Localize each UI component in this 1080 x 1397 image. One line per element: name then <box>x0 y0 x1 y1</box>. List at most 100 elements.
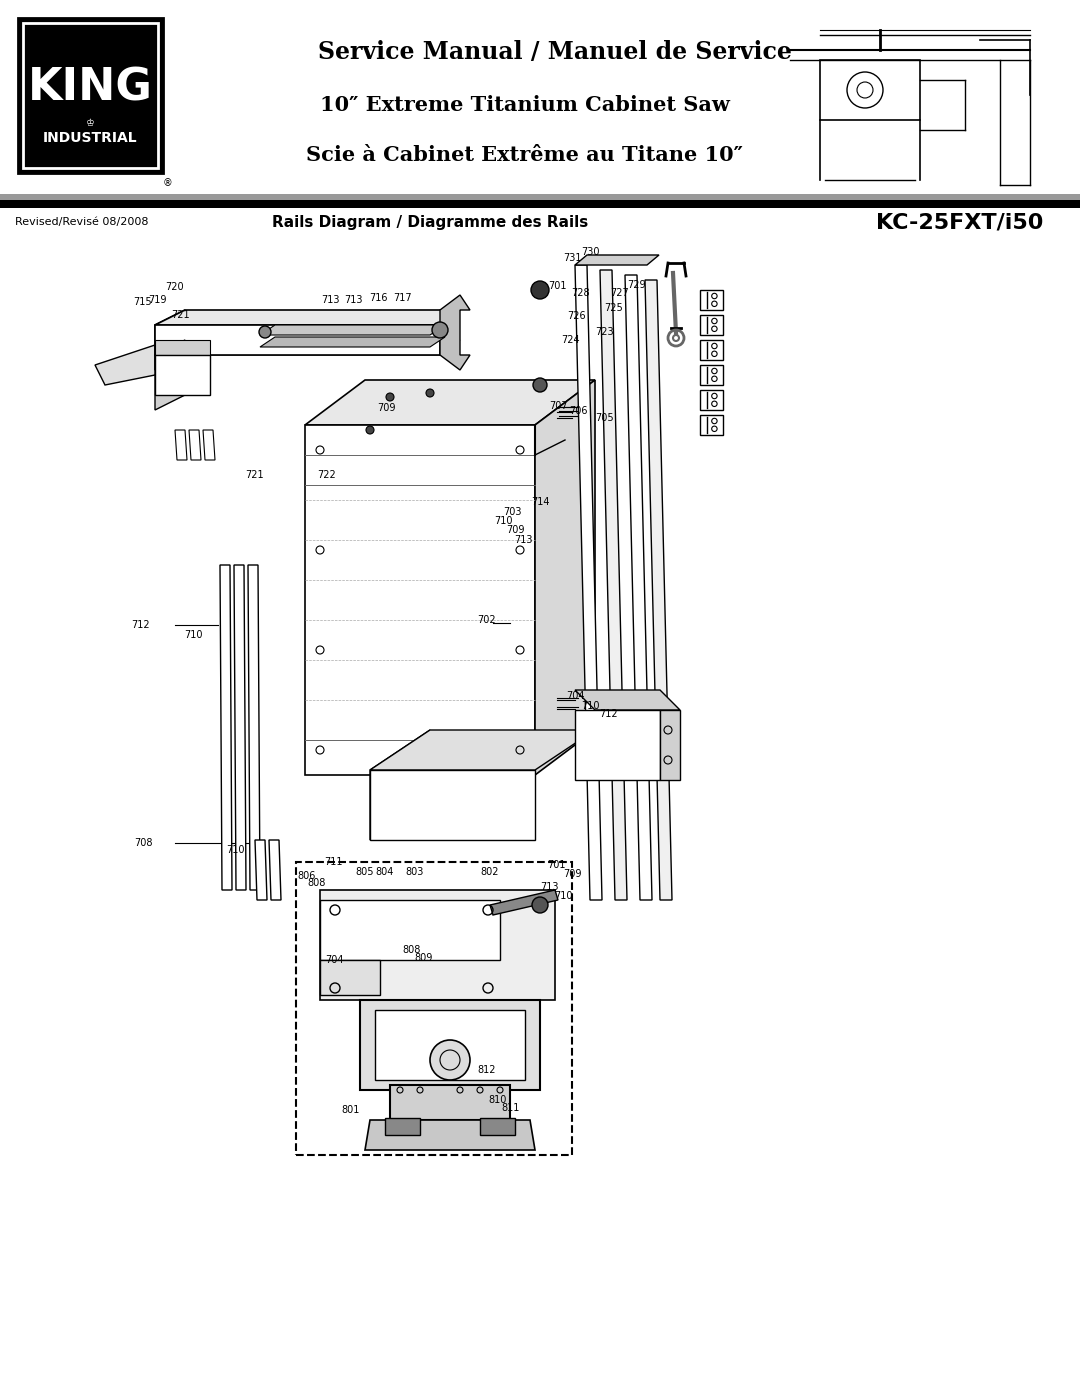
Circle shape <box>259 326 271 338</box>
Polygon shape <box>660 710 680 780</box>
Polygon shape <box>156 326 440 355</box>
Text: 712: 712 <box>598 710 618 719</box>
Polygon shape <box>156 339 185 409</box>
Polygon shape <box>384 1118 420 1134</box>
Polygon shape <box>490 890 558 915</box>
Bar <box>820 60 920 120</box>
Polygon shape <box>203 430 215 460</box>
Text: Revised/Revisé 08/2008: Revised/Revisé 08/2008 <box>15 217 149 226</box>
Circle shape <box>366 426 374 434</box>
Circle shape <box>534 379 546 393</box>
Polygon shape <box>370 770 535 840</box>
Text: 701: 701 <box>546 861 565 870</box>
Text: 808: 808 <box>403 944 421 956</box>
Text: 805: 805 <box>355 868 375 877</box>
Polygon shape <box>156 339 460 355</box>
Text: 709: 709 <box>505 525 524 535</box>
Bar <box>0 200 1080 208</box>
Text: 716: 716 <box>368 293 388 303</box>
Text: 725: 725 <box>605 303 623 313</box>
Bar <box>0 194 1080 201</box>
Text: 713: 713 <box>540 882 558 893</box>
Text: 710: 710 <box>554 891 572 901</box>
Circle shape <box>426 388 434 397</box>
Polygon shape <box>360 1000 540 1090</box>
Text: Service Manual / Manuel de Service: Service Manual / Manuel de Service <box>319 41 792 64</box>
Text: 803: 803 <box>406 868 424 877</box>
Polygon shape <box>320 960 380 995</box>
Text: 717: 717 <box>393 293 411 303</box>
Text: 705: 705 <box>596 414 615 423</box>
Text: 713: 713 <box>321 295 339 305</box>
Polygon shape <box>175 430 187 460</box>
Polygon shape <box>248 564 260 890</box>
Polygon shape <box>320 890 555 1000</box>
Circle shape <box>432 321 448 338</box>
Polygon shape <box>320 900 500 960</box>
Text: 709: 709 <box>563 869 581 879</box>
Polygon shape <box>156 339 210 355</box>
Text: ♔: ♔ <box>86 117 95 129</box>
Polygon shape <box>255 840 267 900</box>
Text: 719: 719 <box>148 295 166 305</box>
Polygon shape <box>365 1120 535 1150</box>
Text: 728: 728 <box>570 288 590 298</box>
Text: 810: 810 <box>489 1095 508 1105</box>
Polygon shape <box>575 690 680 710</box>
Polygon shape <box>260 326 445 335</box>
Circle shape <box>531 281 549 299</box>
Text: 804: 804 <box>376 868 394 877</box>
Text: 727: 727 <box>610 288 630 298</box>
Text: KC-25FXT/i50: KC-25FXT/i50 <box>876 212 1043 232</box>
Bar <box>18 18 163 173</box>
Circle shape <box>532 897 548 914</box>
Text: 722: 722 <box>318 469 336 481</box>
Text: Scie à Cabinet Extrême au Titane 10″: Scie à Cabinet Extrême au Titane 10″ <box>307 145 743 165</box>
Polygon shape <box>305 425 535 775</box>
Polygon shape <box>535 380 595 775</box>
Text: 711: 711 <box>324 856 342 868</box>
Text: 811: 811 <box>502 1104 521 1113</box>
Text: 812: 812 <box>477 1065 496 1076</box>
Text: 714: 714 <box>530 497 550 507</box>
Text: KING: KING <box>28 67 153 109</box>
Polygon shape <box>375 1010 525 1080</box>
Text: 704: 704 <box>325 956 343 965</box>
Text: 809: 809 <box>415 953 433 963</box>
Text: 720: 720 <box>165 282 185 292</box>
Bar <box>296 862 572 1155</box>
Polygon shape <box>220 564 232 890</box>
Polygon shape <box>269 840 281 900</box>
Text: ®: ® <box>163 177 173 189</box>
Text: 710: 710 <box>226 845 244 855</box>
Text: 706: 706 <box>569 407 588 416</box>
Polygon shape <box>234 564 246 890</box>
Polygon shape <box>260 337 445 346</box>
Text: 715: 715 <box>134 298 152 307</box>
Polygon shape <box>440 295 470 370</box>
Text: 707: 707 <box>550 401 568 411</box>
Polygon shape <box>600 270 627 900</box>
Polygon shape <box>156 310 185 370</box>
Text: 701: 701 <box>548 281 566 291</box>
Text: 712: 712 <box>131 620 149 630</box>
Text: 10″ Extreme Titanium Cabinet Saw: 10″ Extreme Titanium Cabinet Saw <box>320 95 730 115</box>
Bar <box>23 22 158 168</box>
Text: 730: 730 <box>581 247 599 257</box>
Text: 703: 703 <box>503 507 522 517</box>
Circle shape <box>430 1039 470 1080</box>
Polygon shape <box>95 345 165 386</box>
Text: 721: 721 <box>245 469 265 481</box>
Polygon shape <box>305 380 595 425</box>
Text: 801: 801 <box>341 1105 361 1115</box>
Text: 724: 724 <box>561 335 579 345</box>
Circle shape <box>386 393 394 401</box>
Text: 713: 713 <box>514 535 532 545</box>
Text: 808: 808 <box>308 877 326 888</box>
Polygon shape <box>156 355 210 395</box>
Text: 729: 729 <box>626 279 646 291</box>
Text: 806: 806 <box>298 870 316 882</box>
Text: 802: 802 <box>481 868 499 877</box>
Polygon shape <box>370 731 595 770</box>
Polygon shape <box>156 310 460 326</box>
